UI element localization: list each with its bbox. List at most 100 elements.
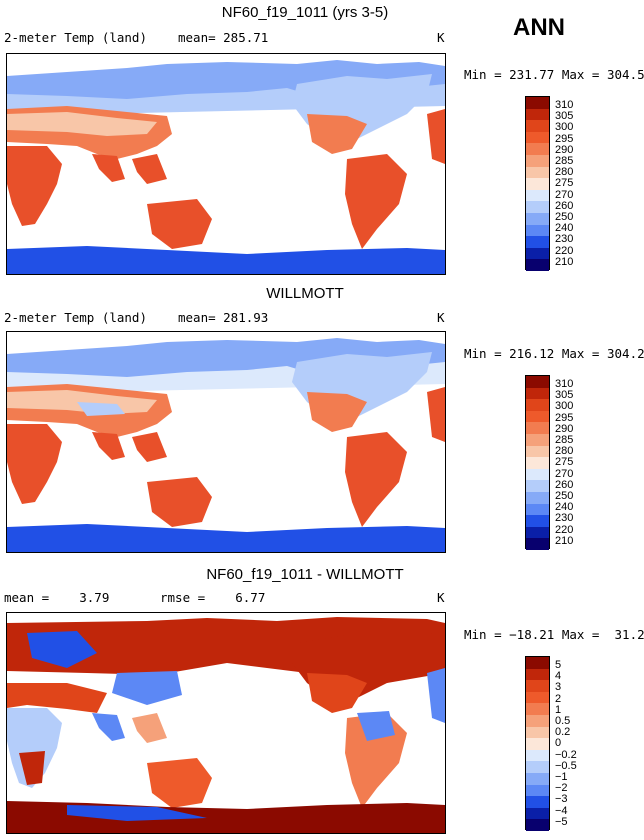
panel3-cb-label: 2 (555, 692, 562, 705)
panel1-africa-land (7, 146, 62, 226)
panel2-seasia-land (132, 432, 167, 462)
panel3-tibet-cold-bias (112, 671, 182, 705)
panel3-mean-label: mean = 3.79 (4, 590, 110, 605)
panel2-cb-label: 260 (555, 478, 574, 491)
panel3-cb-label: 4 (555, 670, 562, 683)
panel3-cb-label: −2 (555, 782, 568, 795)
panel2-cb-label: 230 (555, 512, 574, 525)
panel1-cb-label: 305 (555, 110, 574, 123)
panel1-usa-land (307, 114, 367, 154)
panel2-colorbar-labels: 310 305 300 295 290 285 280 275 270 260 … (555, 378, 574, 547)
panel1-cb-label: 310 (555, 99, 574, 111)
panel1-eurasia-cool-land (7, 112, 157, 136)
panel1-arctic-land (7, 60, 445, 109)
panel1-india-land (92, 154, 125, 182)
panel2-field-label: 2-meter Temp (land) (4, 310, 147, 325)
panel3-cb-label: −0.2 (555, 748, 577, 761)
panel3-minmax-label: Min = −18.21 Max = 31.20 (464, 627, 644, 642)
panel1-cb-label: 270 (555, 188, 574, 201)
panel3-southamerica-diff-land (345, 713, 407, 808)
panel3-cb-label: −5 (555, 815, 568, 828)
panel2-mean-label: mean= 281.93 (178, 310, 269, 325)
panel1-map (6, 53, 446, 275)
panel2-antarctica-land (7, 524, 445, 552)
panel1-europe-edge-land (427, 109, 445, 164)
panel3-india-diff-land (92, 713, 125, 741)
panel3-colorbar (525, 656, 550, 831)
panel3-cb-label: 0.5 (555, 715, 571, 728)
panel2-unit-label: K (437, 310, 445, 325)
panel1-cb-label: 300 (555, 121, 574, 134)
panel2-colorbar (525, 375, 550, 550)
panel2-minmax-label: Min = 216.12 Max = 304.27 (464, 346, 644, 361)
panel3-cb-label: −1 (555, 771, 568, 784)
panel1-cb-label: 290 (555, 143, 574, 156)
panel3-unit-label: K (437, 590, 445, 605)
panel1-map-svg (7, 60, 445, 274)
panel2-usa-land (307, 392, 367, 432)
panel2-cb-label: 310 (555, 378, 574, 390)
panel1-unit-label: K (437, 30, 445, 45)
panel2-cb-label: 295 (555, 411, 574, 424)
panel2-india-land (92, 432, 125, 460)
panel3-siberia-cold-bias (27, 631, 97, 668)
panel1-seasia-land (132, 154, 167, 184)
panel2-cb-label: 300 (555, 400, 574, 413)
panel2-europe-edge-land (427, 387, 445, 442)
panel3-australia-diff-land (147, 758, 212, 808)
panel3-colorbar-labels: 5 4 3 2 1 0.5 0.2 0 −0.2 −0.5 −1 −2 −3 −… (555, 659, 577, 828)
panel3-cb-label: 5 (555, 659, 562, 671)
panel1-australia-land (147, 199, 212, 249)
panel1-antarctica-land (7, 246, 445, 274)
panel3-seasia-diff-land (132, 713, 167, 743)
panel1-cb-label: 285 (555, 155, 574, 168)
panel3-africa-diff-land (7, 708, 62, 788)
panel2-cb-label: 280 (555, 445, 574, 458)
panel3-cb-label: 0 (555, 737, 562, 750)
panel2-australia-land (147, 477, 212, 527)
panel2-map (6, 331, 446, 553)
panel3-cb-label: −4 (555, 804, 568, 817)
panel2-tibet-land (77, 402, 125, 416)
panel1-minmax-label: Min = 231.77 Max = 304.52 (464, 67, 644, 82)
panel3-amazon-cold-bias (357, 711, 395, 741)
panel1-cb-label: 295 (555, 132, 574, 145)
panel1-cb-label: 230 (555, 233, 574, 246)
panel1-cb-label: 210 (555, 255, 574, 268)
panel1-cb-label: 280 (555, 166, 574, 179)
panel3-cb-label: 3 (555, 681, 562, 694)
panel3-southafrica-warm-bias (19, 751, 45, 785)
panel3-usa-diff-land (307, 673, 367, 713)
panel2-cb-label: 240 (555, 501, 574, 514)
panel2-cb-label: 220 (555, 523, 574, 536)
panel1-cb-label: 260 (555, 199, 574, 212)
panel2-cb-label: 275 (555, 456, 574, 469)
panel1-field-label: 2-meter Temp (land) (4, 30, 147, 45)
panel3-rmse-label: rmse = 6.77 (160, 590, 266, 605)
panel3-cb-label: 1 (555, 703, 562, 716)
panel3-europe-edge-diff-land (427, 668, 445, 723)
panel1-colorbar (525, 96, 550, 271)
panel1-cb-label: 275 (555, 177, 574, 190)
panel2-arctic-land (7, 338, 445, 387)
panel3-map (6, 612, 446, 834)
panel3-cb-label: −3 (555, 793, 568, 806)
panel1-cb-label: 250 (555, 211, 574, 224)
panel1-mean-label: mean= 285.71 (178, 30, 269, 45)
panel2-cb-label: 290 (555, 422, 574, 435)
panel2-cb-label: 285 (555, 434, 574, 447)
panel1-southamerica-land (345, 154, 407, 249)
panel2-africa-land (7, 424, 62, 504)
panel2-cb-label: 270 (555, 467, 574, 480)
panel2-map-svg (7, 338, 445, 552)
panel1-cb-label: 240 (555, 222, 574, 235)
panel3-eurasia-diff-land (7, 683, 107, 713)
panel3-cb-label: 0.2 (555, 726, 571, 739)
panel3-cb-label: −0.5 (555, 759, 577, 772)
panel2-cb-label: 210 (555, 534, 574, 547)
panel1-colorbar-labels: 310 305 300 295 290 285 280 275 270 260 … (555, 99, 574, 268)
panel2-cb-label: 305 (555, 389, 574, 402)
panel2-southamerica-land (345, 432, 407, 527)
panel3-map-svg (7, 617, 445, 833)
panel2-cb-label: 250 (555, 490, 574, 503)
